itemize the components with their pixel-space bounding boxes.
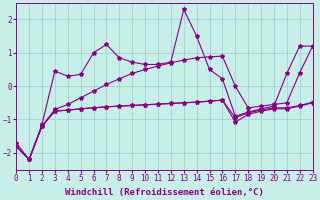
X-axis label: Windchill (Refroidissement éolien,°C): Windchill (Refroidissement éolien,°C) [65, 188, 264, 197]
